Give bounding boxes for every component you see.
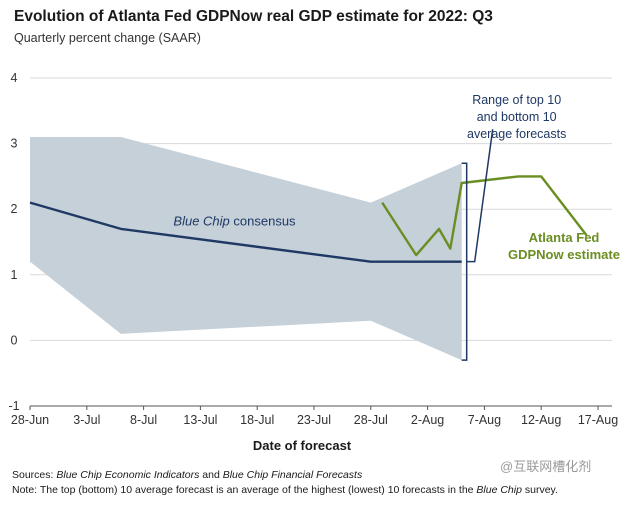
y-tick-label: 1: [11, 268, 18, 282]
gdpnow-line: [381, 175, 588, 257]
band-area: [30, 137, 462, 361]
range-annotation-line: and bottom 10: [477, 110, 557, 124]
note-line: Note: The top (bottom) 10 average foreca…: [12, 483, 558, 498]
chart-subtitle: Quarterly percent change (SAAR): [14, 31, 201, 45]
sources-line: Sources: Blue Chip Economic Indicators a…: [12, 468, 558, 483]
footnotes: Sources: Blue Chip Economic Indicators a…: [12, 468, 558, 498]
y-tick-label: -1: [8, 399, 19, 413]
x-tick-label: 7-Aug: [468, 413, 501, 427]
forecast-range-band: [30, 137, 462, 361]
gdpnow-label-line: Atlanta Fed: [529, 230, 600, 245]
series-lines: [29, 175, 588, 263]
gdp-chart: -1 0 1 2 3 4 28-Jun 3-Jul 8-Jul 13-Jul 18-Jul 23-Ju…: [8, 71, 620, 453]
x-axis-title: Date of forecast: [253, 438, 352, 453]
source-2: Blue Chip Financial Forecasts: [222, 469, 363, 481]
annotations: Range of top 10 and bottom 10 average fore…: [173, 93, 620, 361]
x-tick-label: 28-Jul: [354, 413, 388, 427]
x-tick-label: 17-Aug: [578, 413, 618, 427]
y-tick-label: 4: [11, 71, 18, 85]
x-tick-label: 18-Jul: [240, 413, 274, 427]
y-tick-label: 2: [11, 202, 18, 216]
sources-and: and: [199, 469, 223, 481]
x-tick-label: 2-Aug: [411, 413, 444, 427]
chart-title: Evolution of Atlanta Fed GDPNow real GDP…: [14, 8, 493, 25]
x-tick-label: 12-Aug: [521, 413, 561, 427]
note-italic: Blue Chip: [476, 484, 522, 496]
source-1: Blue Chip Economic Indicators: [56, 469, 200, 481]
note-text: The top (bottom) 10 average forecast is …: [39, 484, 474, 496]
blue-chip-consensus-line: [29, 201, 462, 263]
x-tick-label: 23-Jul: [297, 413, 331, 427]
watermark: @互联网槽化剂: [500, 459, 592, 474]
y-tick-label: 0: [11, 333, 18, 347]
range-annotation-line: Range of top 10: [472, 93, 561, 107]
x-tick-label: 13-Jul: [183, 413, 217, 427]
x-tick-label: 8-Jul: [130, 413, 157, 427]
blue-chip-label: Blue Chip consensus: [173, 214, 296, 229]
sources-label: Sources:: [12, 469, 54, 481]
x-tick-label: 28-Jun: [11, 413, 49, 427]
y-tick-label: 3: [11, 137, 18, 151]
x-tick-label: 3-Jul: [73, 413, 100, 427]
note-label: Note:: [12, 484, 38, 496]
range-bracket: [461, 162, 468, 361]
range-pointer: [466, 129, 494, 263]
axes: -1 0 1 2 3 4 28-Jun 3-Jul 8-Jul 13-Jul 18-Jul 23-Ju…: [8, 71, 618, 453]
note-end: survey.: [524, 484, 558, 496]
gdpnow-label-line: GDPNow estimate: [508, 247, 620, 262]
range-annotation-line: average forecasts: [467, 127, 566, 141]
